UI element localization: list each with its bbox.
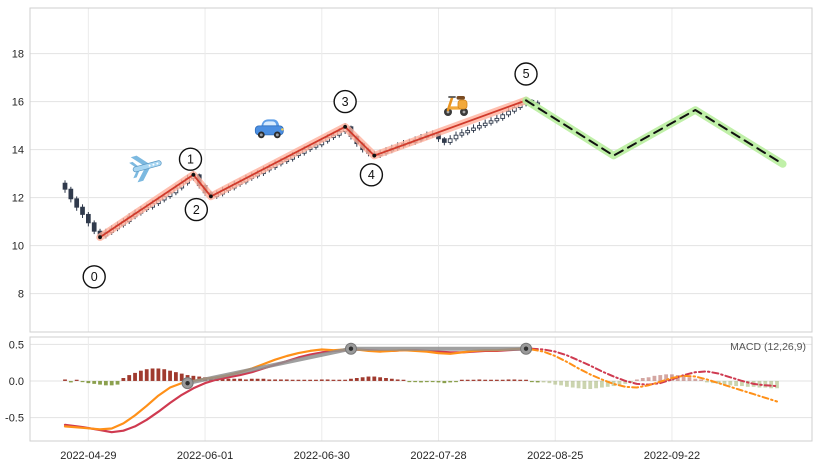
- macd-panel-border: [29, 336, 813, 442]
- svg-text:8: 8: [18, 289, 24, 301]
- wave-label-0: 0: [82, 265, 106, 289]
- trend-line: [181, 342, 533, 390]
- price-panel-border: [29, 7, 813, 333]
- forecast-line: [522, 96, 787, 168]
- svg-text:2022-09-22: 2022-09-22: [644, 450, 700, 462]
- svg-text:2: 2: [193, 203, 200, 217]
- svg-text:5: 5: [523, 67, 530, 81]
- svg-text:2022-08-25: 2022-08-25: [527, 450, 583, 462]
- svg-text:16: 16: [12, 97, 24, 109]
- macd-forecast-line: [530, 348, 778, 403]
- macd-lines: [63, 347, 778, 434]
- scooter-icon: [444, 96, 468, 116]
- svg-text:2022-06-30: 2022-06-30: [294, 450, 350, 462]
- svg-text:0.5: 0.5: [9, 339, 24, 351]
- wave-label-3: 3: [333, 89, 357, 114]
- macd-y-axis: 0.5 0.0 -0.5: [5, 339, 24, 424]
- svg-text:12: 12: [12, 193, 24, 205]
- svg-text:0.0: 0.0: [9, 376, 24, 388]
- airplane-icon: [129, 155, 162, 183]
- car-icon: [254, 119, 284, 139]
- svg-text:1: 1: [187, 152, 194, 166]
- svg-text:2022-04-29: 2022-04-29: [60, 450, 116, 462]
- svg-text:14: 14: [12, 145, 24, 157]
- signal-forecast-line: [530, 347, 778, 388]
- svg-text:3: 3: [342, 95, 349, 109]
- price-y-axis: 8 10 12 14 16 18: [12, 49, 24, 301]
- wave-label-2: 2: [184, 197, 209, 222]
- wave-label-5: 5: [514, 62, 538, 86]
- svg-text:2022-06-01: 2022-06-01: [177, 450, 233, 462]
- wave-line: [96, 96, 530, 241]
- svg-text:2022-07-28: 2022-07-28: [410, 450, 466, 462]
- x-axis: 2022-04-29 2022-06-01 2022-06-30 2022-07-28…: [60, 450, 700, 462]
- wave-label-4: 4: [359, 163, 384, 187]
- svg-text:10: 10: [12, 241, 24, 253]
- svg-text:4: 4: [368, 168, 375, 182]
- svg-text:-0.5: -0.5: [5, 413, 24, 425]
- svg-text:18: 18: [12, 49, 24, 61]
- svg-text:0: 0: [91, 270, 98, 284]
- macd-label: MACD (12,26,9): [730, 341, 806, 353]
- wave-label-1: 1: [178, 147, 203, 171]
- macd-line: [63, 347, 534, 431]
